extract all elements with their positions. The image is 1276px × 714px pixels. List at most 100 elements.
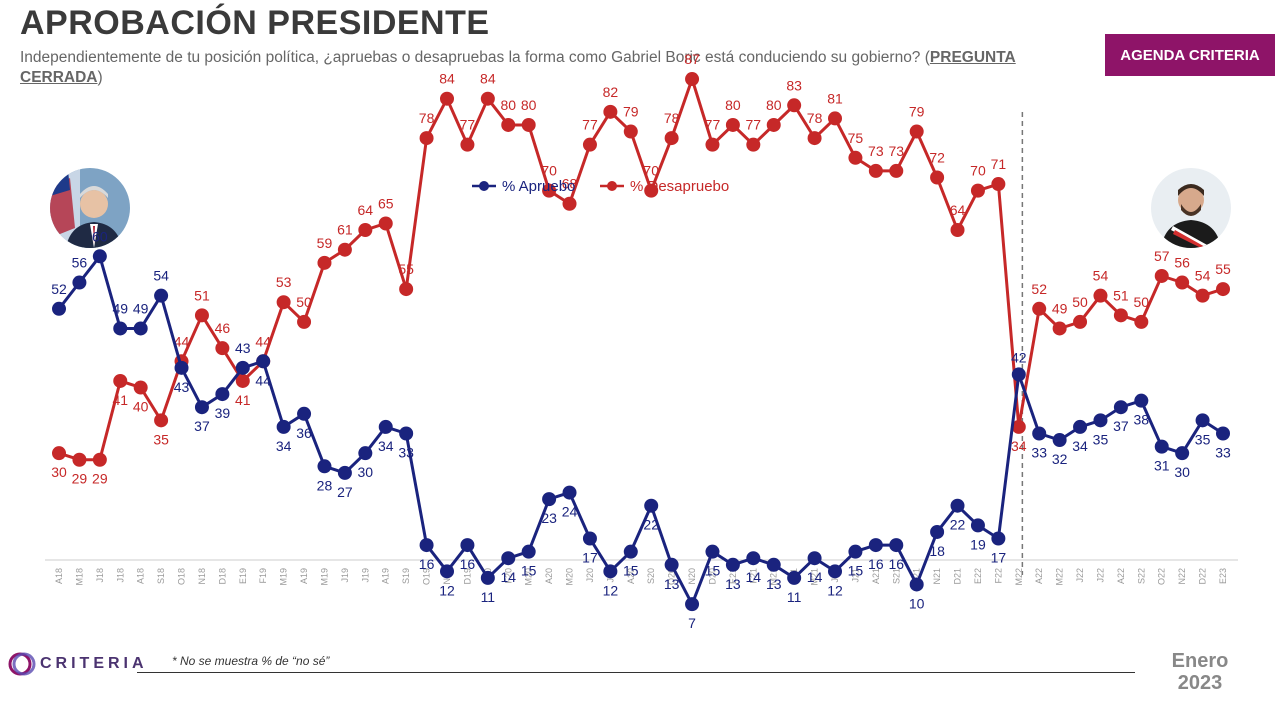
approve-point [623, 544, 638, 559]
approve-point [787, 570, 802, 585]
approve-point [297, 406, 312, 421]
x-tick-label: A22 [1116, 568, 1126, 584]
x-tick-label: O18 [177, 568, 187, 585]
disapprove-data-label: 34 [1011, 438, 1027, 454]
disapprove-data-label: 56 [1174, 255, 1190, 271]
disapprove-data-label: 41 [235, 392, 251, 408]
approve-point [705, 544, 720, 559]
question-main: Independientemente de tu posición políti… [20, 49, 930, 66]
disapprove-point [1073, 314, 1088, 329]
x-tick-label: M21 [769, 568, 779, 586]
approve-point [766, 557, 781, 572]
approve-point [1154, 439, 1169, 454]
disapprove-data-label: 82 [603, 84, 619, 100]
chart-legend: % Apruebo % Desapruebo [472, 178, 729, 195]
criteria-logo-icon [8, 652, 36, 676]
disapprove-data-label: 49 [1052, 300, 1068, 316]
disapprove-data-label: 77 [460, 117, 476, 133]
disapprove-point [133, 380, 148, 395]
approve-data-label: 17 [582, 550, 598, 566]
approve-data-label: 49 [112, 300, 128, 316]
president-boric-avatar [1151, 168, 1231, 248]
disapprove-point [399, 282, 414, 297]
approve-data-label: 10 [909, 595, 925, 611]
x-tick-label: J19 [360, 568, 370, 583]
x-tick-label: D20 [707, 568, 717, 585]
disapprove-point [501, 117, 516, 132]
approve-data-label: 16 [868, 556, 884, 572]
disapprove-point [1175, 275, 1190, 290]
disapprove-point [746, 137, 761, 152]
approve-line [57, 254, 1224, 606]
approve-data-label: 27 [337, 484, 353, 500]
disapprove-point [582, 137, 597, 152]
page-title: APROBACIÓN PRESIDENTE [20, 4, 490, 42]
disapprove-point [909, 124, 924, 139]
x-tick-label: O20 [667, 568, 677, 585]
disapprove-data-label: 80 [521, 97, 537, 113]
x-tick-label: F22 [993, 568, 1003, 584]
footer-divider [137, 672, 1135, 673]
disapprove-data-label: 55 [398, 261, 414, 277]
x-tick-label: M22 [1014, 568, 1024, 586]
legend-label: % Desapruebo [630, 178, 729, 195]
approve-data-label: 36 [296, 425, 312, 441]
disapprove-data-label: 54 [1093, 268, 1109, 284]
x-tick-label: J20 [585, 568, 595, 583]
approve-point [685, 597, 700, 612]
x-tick-label: S20 [646, 568, 656, 584]
disapprove-data-label: 84 [480, 71, 496, 87]
disapprove-data-label: 80 [725, 97, 741, 113]
approve-point [1113, 400, 1128, 415]
question-type: PREGUNTA CERRADA [20, 49, 1016, 86]
x-tick-label: D21 [953, 568, 963, 585]
disapprove-data-label: 75 [848, 130, 864, 146]
approve-point [909, 577, 924, 592]
disapprove-point [194, 308, 209, 323]
approve-data-label: 12 [603, 582, 619, 598]
legend-label: % Apruebo [502, 178, 575, 195]
disapprove-point [1154, 268, 1169, 283]
x-tick-label: M19 [319, 568, 329, 586]
disapprove-data-label: 78 [807, 110, 823, 126]
approve-point [419, 538, 434, 553]
x-tick-label: J22 [1095, 568, 1105, 583]
approve-data-label: 60 [92, 228, 108, 244]
approve-point [337, 465, 352, 480]
disapprove-data-label: 80 [500, 97, 516, 113]
disapprove-point [1011, 419, 1026, 434]
x-tick-label: D22 [1198, 568, 1208, 585]
disapprove-data-label: 64 [950, 202, 966, 218]
approve-data-label: 13 [725, 576, 741, 592]
disapprove-point [215, 341, 230, 356]
report-month: Enero [1171, 650, 1229, 672]
disapprove-point [1052, 321, 1067, 336]
disapprove-point [460, 137, 475, 152]
disapprove-point [664, 131, 679, 146]
disapprove-data-label: 70 [541, 163, 557, 179]
x-tick-label: J22 [1075, 568, 1085, 583]
x-tick-label: E21 [728, 568, 738, 584]
approve-data-label: 12 [439, 582, 455, 598]
approve-point [113, 321, 128, 336]
approve-data-label: 37 [194, 418, 210, 434]
approve-data-label: 11 [481, 589, 496, 605]
disapprove-data-label: 83 [786, 77, 802, 93]
approve-data-label: 15 [705, 563, 721, 579]
x-tick-label: N22 [1177, 568, 1187, 585]
approve-point [889, 538, 904, 553]
approve-data-label: 33 [1031, 444, 1047, 460]
disapprove-data-label: 77 [705, 117, 721, 133]
disapprove-data-label: 72 [929, 149, 945, 165]
approve-data-label: 7 [688, 615, 696, 631]
disapprove-data-label: 29 [92, 471, 108, 487]
disapprove-data-label: 53 [276, 274, 292, 290]
approve-point [174, 360, 189, 375]
approve-data-label: 13 [766, 576, 782, 592]
x-tick-label: D18 [217, 568, 227, 585]
approve-point [1011, 367, 1026, 382]
disapprove-data-label: 64 [358, 202, 374, 218]
disapprove-data-label: 73 [868, 143, 884, 159]
approve-point [235, 360, 250, 375]
disapprove-point [1216, 282, 1230, 297]
